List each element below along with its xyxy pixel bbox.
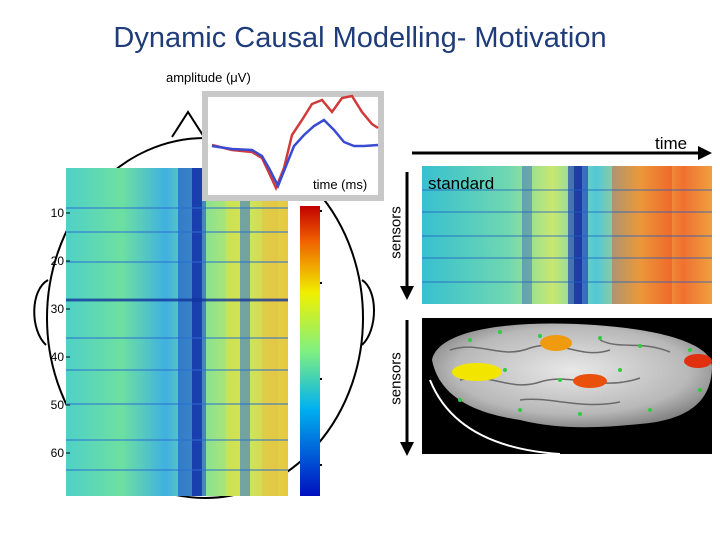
time-arrow — [412, 146, 712, 160]
channel-tick: 30 — [51, 302, 65, 316]
slide-title: Dynamic Causal Modelling- Motivation — [113, 22, 607, 54]
time-ms-label: time (ms) — [313, 177, 368, 192]
colorbar — [300, 206, 322, 496]
source-red-mid — [573, 374, 607, 388]
standard-heatmap — [422, 166, 712, 304]
sensors-label-bottom: sensors — [387, 352, 405, 405]
source-red-right — [684, 354, 712, 368]
channel-heatmap: 10 20 30 40 50 60 — [51, 168, 288, 496]
amplitude-label: amplitude (μV) — [166, 70, 251, 85]
sensors-arrow-top — [400, 172, 414, 300]
brain-image — [422, 318, 712, 455]
channel-tick: 50 — [51, 398, 65, 412]
time-label: time — [655, 134, 688, 153]
channel-tick: 60 — [51, 446, 65, 460]
channel-tick: 40 — [51, 350, 65, 364]
source-yellow — [452, 363, 502, 381]
erp-inset — [202, 91, 384, 201]
source-orange — [540, 335, 572, 351]
sensors-arrow-bottom — [400, 320, 414, 456]
channel-tick: 10 — [51, 206, 65, 220]
standard-label: standard — [428, 174, 495, 193]
sensors-label-top: sensors — [387, 206, 405, 259]
channel-tick: 20 — [51, 254, 65, 268]
